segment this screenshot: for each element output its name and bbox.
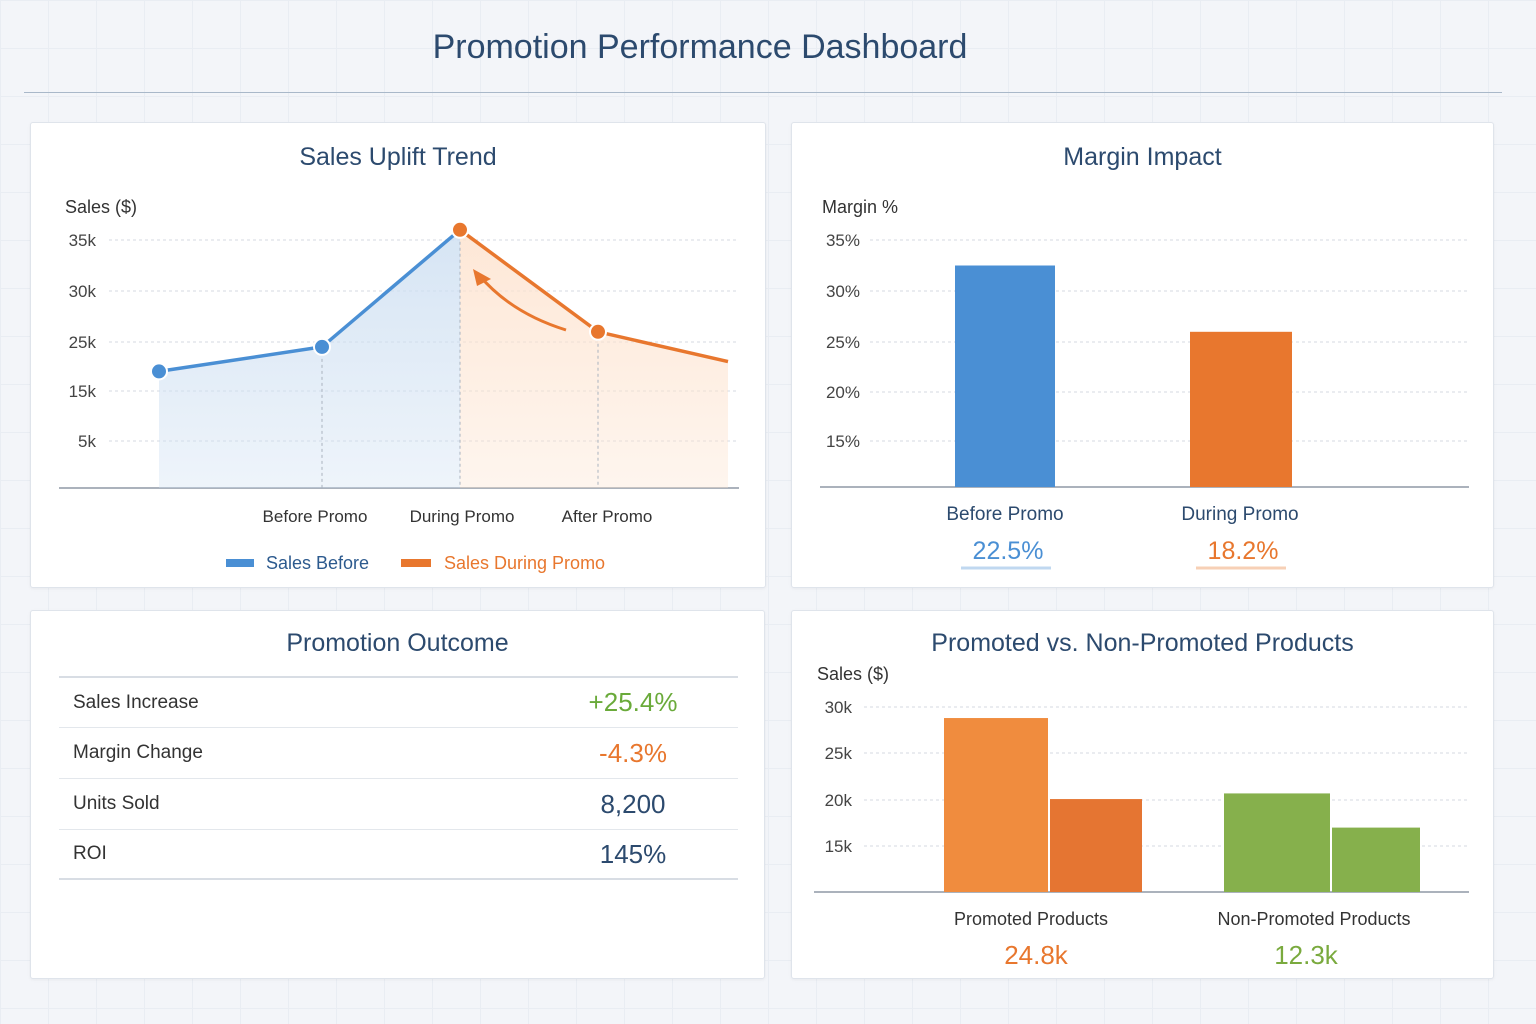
x-tick-label: During Promo [410, 507, 515, 526]
metric-label: Units Sold [73, 793, 160, 814]
metric-value: 8,200 [600, 788, 666, 819]
card-title: Promoted vs. Non-Promoted Products [931, 629, 1354, 657]
data-label: 18.2% [1208, 537, 1279, 565]
metric-label: Sales Increase [73, 691, 199, 713]
x-tick-label: Before Promo [263, 507, 368, 526]
metric-value: -4.3% [599, 737, 667, 768]
data-label: 22.5% [973, 537, 1044, 565]
metric-value: 145% [599, 838, 667, 869]
y-tick-label: 35k [69, 231, 97, 250]
y-tick-label: 25% [826, 333, 860, 352]
sales-uplift-chart: Sales ($) 35k 30k 25k 15k 5k Before Promo Durin… [59, 197, 739, 573]
card-title: Sales Uplift Trend [299, 143, 497, 171]
x-tick-label: During Promo [1181, 504, 1298, 525]
data-point [150, 362, 168, 381]
y-tick-label: 20k [825, 791, 853, 810]
metric-label: ROI [73, 843, 107, 864]
y-tick-label: 15k [825, 837, 853, 856]
y-axis-label: Sales ($) [817, 664, 889, 684]
legend-swatch-sales-before [226, 559, 254, 567]
outcome-row: Sales Increase +25.4% [59, 676, 738, 727]
y-axis-label: Margin % [822, 197, 898, 217]
legend-swatch-sales-during [401, 559, 431, 567]
data-point [313, 337, 331, 356]
promoted-comparison-chart: Sales ($) 30k 25k 20k 15k Promoted Products 24… [814, 664, 1469, 970]
data-point [589, 322, 607, 341]
outcome-row: Margin Change -4.3% [59, 727, 738, 778]
outcome-row: Units Sold 8,200 [59, 778, 738, 829]
y-tick-label: 15k [69, 382, 97, 401]
uplift-arrow [477, 274, 567, 332]
margin-impact-card: Margin Impact Margin % 35% 30% 25% 20% 15% Bef… [791, 122, 1494, 588]
y-axis-label: Sales ($) [65, 197, 137, 217]
page-title: Promotion Performance Dashboard [432, 28, 968, 66]
series-area [460, 229, 728, 489]
uplift-arrow-head [473, 269, 491, 286]
legend-label: Sales Before [266, 553, 369, 573]
data-point [451, 220, 469, 239]
metric-label: Margin Change [73, 742, 203, 763]
x-tick-label: After Promo [562, 507, 653, 526]
bar [1050, 799, 1142, 892]
bar [944, 718, 1048, 892]
x-tick-label: Non-Promoted Products [1217, 909, 1410, 929]
y-tick-label: 30% [826, 282, 860, 301]
outcome-table: Sales Increase +25.4% Margin Change -4.3% Un… [59, 676, 738, 880]
card-title: Margin Impact [1063, 143, 1222, 171]
promotion-outcome-card: Promotion Outcome Sales Increase +25.4% Ma… [30, 610, 765, 979]
y-tick-label: 30k [69, 282, 97, 301]
y-tick-label: 35% [826, 231, 860, 250]
metric-value: +25.4% [588, 687, 678, 717]
x-tick-label: Promoted Products [954, 909, 1108, 929]
y-tick-label: 5k [78, 432, 96, 451]
bar [1224, 793, 1330, 892]
y-tick-label: 30k [825, 698, 853, 717]
bar [1332, 827, 1420, 892]
bar [1190, 331, 1292, 487]
y-tick-label: 15% [826, 432, 860, 451]
y-tick-label: 25k [69, 333, 97, 352]
bar [955, 265, 1055, 487]
sales-uplift-card: Sales Uplift Trend Sales ($) 35k 30k 25k 15k… [30, 122, 766, 588]
data-label: 24.8k [1004, 940, 1069, 970]
y-tick-label: 25k [825, 744, 853, 763]
data-label: 12.3k [1274, 940, 1339, 970]
title-divider [24, 92, 1502, 93]
outcome-row: ROI 145% [59, 829, 738, 880]
card-title: Promotion Outcome [286, 629, 509, 657]
y-tick-label: 20% [826, 383, 860, 402]
promoted-vs-nonpromoted-card: Promoted vs. Non-Promoted Products Sales… [791, 610, 1494, 979]
legend-label: Sales During Promo [444, 553, 605, 573]
x-tick-label: Before Promo [946, 504, 1063, 525]
margin-impact-chart: Margin % 35% 30% 25% 20% 15% Before Promo 22.5%… [820, 197, 1469, 570]
